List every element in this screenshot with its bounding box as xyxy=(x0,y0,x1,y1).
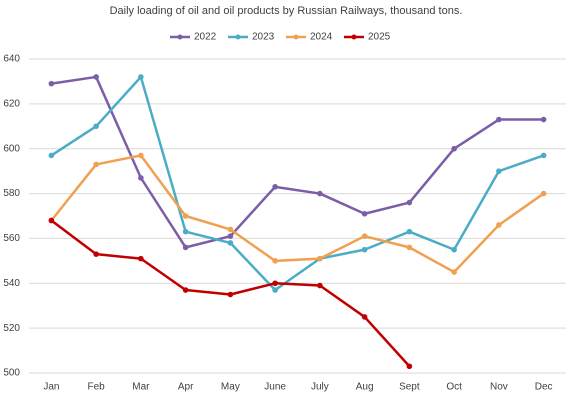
x-tick-label: Nov xyxy=(490,382,508,393)
y-tick-label: 500 xyxy=(3,368,20,379)
data-point xyxy=(406,199,413,206)
legend-marker xyxy=(351,34,357,40)
data-point xyxy=(227,226,234,233)
data-point xyxy=(406,363,413,370)
x-tick-label: Mar xyxy=(132,382,150,393)
data-point xyxy=(317,282,323,289)
series-line xyxy=(51,75,544,249)
data-point xyxy=(451,145,457,152)
series-line xyxy=(50,154,545,274)
data-point xyxy=(227,240,234,246)
y-tick-label: 580 xyxy=(3,188,20,199)
x-tick-label: July xyxy=(311,382,329,393)
x-tick-label: Jan xyxy=(43,382,59,393)
legend-label: 2023 xyxy=(252,32,275,43)
data-point xyxy=(48,152,55,159)
legend-marker xyxy=(293,34,299,40)
data-point xyxy=(93,123,99,130)
data-point xyxy=(182,287,189,293)
y-tick-label: 640 xyxy=(3,54,20,65)
x-tick-label: Oct xyxy=(446,382,462,393)
data-point xyxy=(93,251,99,257)
series-line xyxy=(50,75,545,292)
data-point xyxy=(138,255,144,262)
data-point xyxy=(361,210,368,217)
data-point xyxy=(182,228,189,235)
x-tick-label: June xyxy=(264,382,286,393)
data-point xyxy=(272,258,278,264)
data-point xyxy=(496,222,502,228)
data-point xyxy=(138,74,144,80)
data-point xyxy=(93,74,99,80)
data-point xyxy=(138,175,144,181)
data-point xyxy=(182,213,189,219)
data-point xyxy=(361,314,368,320)
y-tick-label: 520 xyxy=(3,323,20,334)
x-tick-label: Apr xyxy=(178,382,194,393)
y-tick-label: 540 xyxy=(3,278,20,289)
data-point xyxy=(317,190,323,197)
x-tick-label: Aug xyxy=(356,382,374,393)
legend-label: 2022 xyxy=(194,32,217,43)
data-point xyxy=(227,233,234,239)
data-point xyxy=(48,80,55,87)
data-point xyxy=(540,152,547,159)
data-point xyxy=(48,217,55,224)
data-point xyxy=(272,280,278,287)
data-point xyxy=(361,246,368,253)
data-point xyxy=(317,255,323,262)
legend-marker xyxy=(177,34,183,40)
data-point xyxy=(451,269,457,275)
data-point xyxy=(540,116,547,123)
legend-label: 2025 xyxy=(368,32,391,43)
data-point xyxy=(93,161,99,168)
y-tick-label: 620 xyxy=(3,98,20,109)
data-point xyxy=(361,233,368,239)
data-point xyxy=(272,287,278,293)
data-point xyxy=(272,184,278,190)
data-point xyxy=(406,244,413,251)
data-point xyxy=(138,152,144,159)
data-point xyxy=(227,291,234,298)
data-point xyxy=(451,246,457,253)
y-tick-label: 560 xyxy=(3,233,20,244)
chart-title: Daily loading of oil and oil products by… xyxy=(110,5,463,17)
x-tick-label: Feb xyxy=(88,382,106,393)
data-point xyxy=(496,168,502,174)
y-tick-label: 600 xyxy=(3,143,20,154)
data-point xyxy=(182,244,189,251)
data-point xyxy=(406,228,413,235)
legend-marker xyxy=(235,34,241,40)
legend-label: 2024 xyxy=(310,32,333,43)
x-tick-label: May xyxy=(221,382,240,393)
data-point xyxy=(496,116,502,123)
x-tick-label: Sept xyxy=(399,382,420,393)
x-tick-label: Dec xyxy=(535,382,553,393)
data-point xyxy=(540,190,547,197)
